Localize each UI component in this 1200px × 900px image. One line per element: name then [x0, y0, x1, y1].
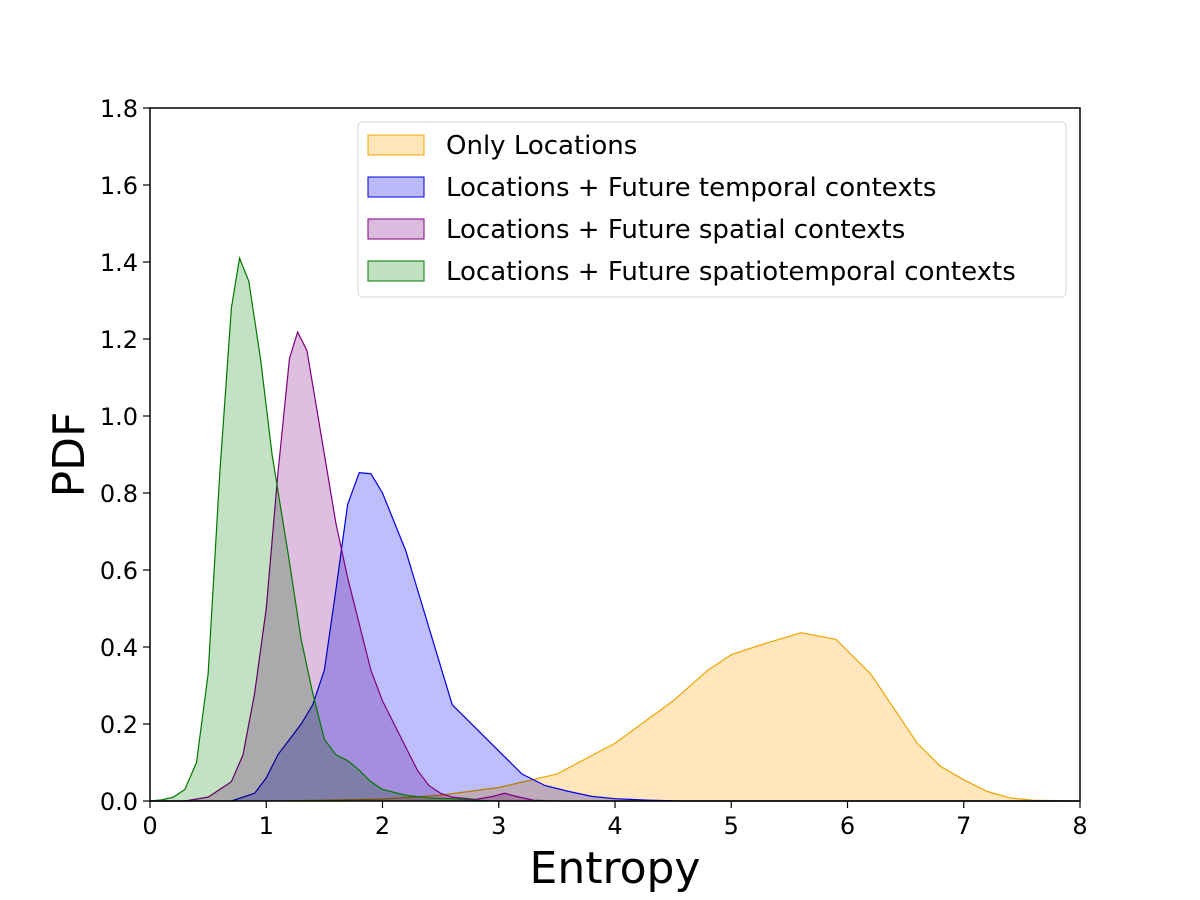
y-tick-label: 0.4: [100, 634, 138, 662]
x-tick-label: 3: [491, 812, 506, 840]
legend: Only Locations Locations + Future tempora…: [357, 121, 1067, 298]
x-axis-title: Entropy: [530, 843, 701, 894]
legend-box: [357, 121, 1067, 298]
legend-label: Locations + Future spatial contexts: [446, 215, 905, 245]
density-area-series-3: [150, 332, 1080, 801]
legend-swatch: [367, 176, 425, 198]
density-area-series-4: [150, 258, 1080, 801]
x-tick-label: 5: [724, 812, 739, 840]
y-tick-label: 1.2: [100, 326, 138, 354]
density-area-series-1: [150, 632, 1080, 801]
y-tick-label: 1.8: [100, 95, 138, 123]
y-tick-label: 0.0: [100, 788, 138, 816]
legend-label: Locations + Future temporal contexts: [446, 173, 936, 203]
y-tick-label: 1.0: [100, 403, 138, 431]
density-line-series-4: [149, 255, 1080, 802]
density-areas: [149, 255, 1081, 802]
x-tick-label: 0: [142, 812, 157, 840]
legend-swatch: [367, 260, 425, 282]
legend-swatch: [367, 218, 425, 240]
legend-swatch: [367, 134, 425, 156]
x-tick-label: 6: [840, 812, 855, 840]
y-tick-label: 1.6: [100, 172, 138, 200]
x-tick-label: 4: [607, 812, 622, 840]
x-tick-label: 1: [259, 812, 274, 840]
y-tick-label: 1.4: [100, 249, 138, 277]
x-axis-ticks: 0 1 2 3 4 5 6 7 8: [142, 801, 1088, 840]
x-tick-label: 2: [375, 812, 390, 840]
y-tick-label: 0.8: [100, 480, 138, 508]
y-axis-title: PDF: [44, 412, 95, 498]
y-tick-label: 0.2: [100, 711, 138, 739]
legend-label: Only Locations: [446, 131, 637, 161]
x-tick-label: 7: [956, 812, 971, 840]
x-tick-label: 8: [1072, 812, 1087, 840]
y-tick-label: 0.6: [100, 557, 138, 585]
legend-label: Locations + Future spatiotemporal contex…: [446, 257, 1016, 287]
y-axis-ticks: 0.0 0.2 0.4 0.6 0.8 1.0 1.2 1.4 1.6 1.8: [100, 95, 150, 816]
